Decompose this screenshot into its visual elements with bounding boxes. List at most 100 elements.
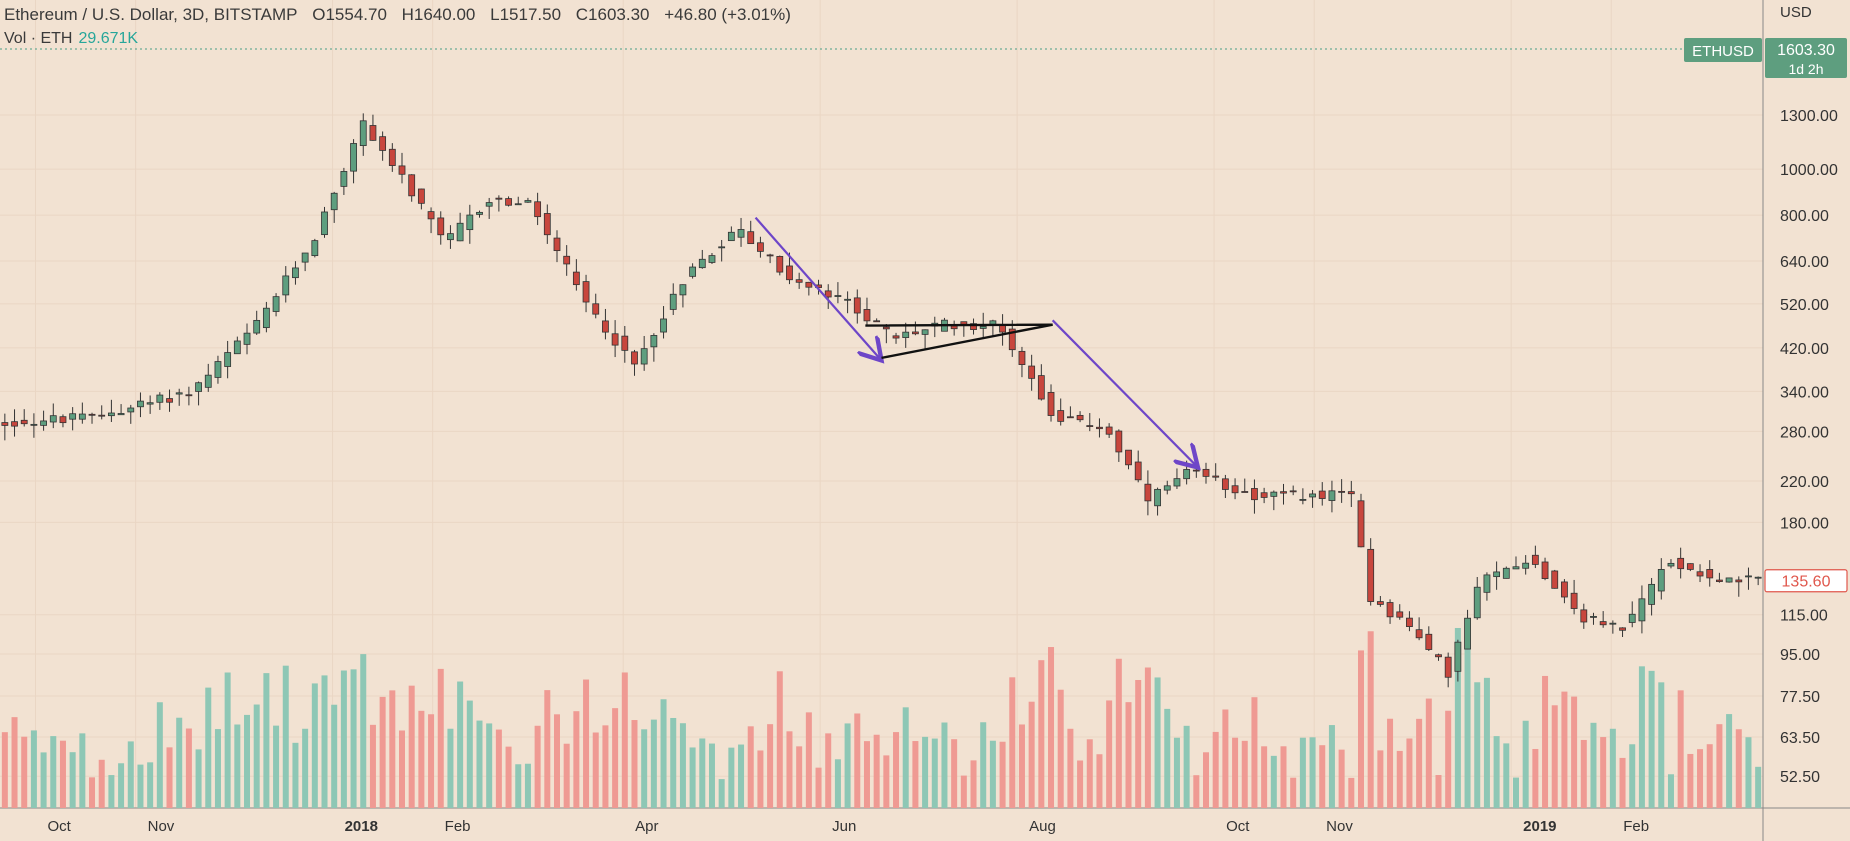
volume-bar-down [1600, 737, 1607, 808]
candle-up [718, 246, 726, 249]
volume-bar-down [1212, 731, 1219, 808]
volume-bar-down [960, 775, 967, 808]
candle-down [1144, 483, 1152, 502]
volume-bar-up [1648, 670, 1655, 808]
candle-down [1260, 492, 1268, 498]
candle-down [631, 351, 638, 365]
candle-down [1677, 557, 1685, 570]
volume-bar-up [108, 775, 115, 808]
price-tick-label: 280.00 [1780, 424, 1829, 441]
volume-bar-down [573, 711, 580, 808]
volume-bar-up [282, 665, 289, 808]
candle-up [1754, 576, 1762, 579]
candle-down [427, 211, 435, 220]
time-axis-label: Jun [832, 818, 856, 835]
candle-down [505, 198, 512, 206]
volume-bar-up [689, 747, 696, 808]
candle-down [1105, 426, 1113, 435]
ohlc-change: +46.80 (+3.01%) [664, 5, 791, 24]
volume-bar-up [331, 704, 338, 808]
candle-down [1541, 561, 1549, 579]
volume-bar-up [1173, 737, 1180, 808]
candle-up [40, 420, 47, 426]
volume-bar-up [1493, 736, 1500, 808]
candle-down [1425, 633, 1433, 650]
candle-down [379, 136, 387, 151]
volume-bar-down [1193, 775, 1200, 808]
volume-bar-down [21, 736, 28, 808]
price-tick-label: 1300.00 [1780, 108, 1838, 125]
volume-bar-up [650, 719, 657, 808]
volume-bar-down [1338, 749, 1345, 808]
volume-bar-up [302, 728, 309, 808]
price-tick-label: 340.00 [1780, 384, 1829, 401]
volume-bar-up [1638, 666, 1645, 808]
candle-up [340, 171, 348, 187]
volume-bar-down [1551, 705, 1558, 808]
volume-bar-down [379, 696, 386, 808]
volume-bar-down [59, 740, 66, 808]
candle-down [1338, 490, 1346, 493]
candle-down [1735, 579, 1743, 583]
volume-bar-down [1377, 750, 1384, 808]
trend-arrow [754, 216, 882, 361]
volume-bar-up [524, 763, 531, 808]
volume-bar-down [999, 741, 1006, 808]
volume-bar-down [825, 733, 832, 808]
candle-up [669, 293, 677, 310]
candle-down [1435, 654, 1442, 658]
volume-bar-up [1755, 766, 1762, 808]
volume-bar-down [1677, 690, 1684, 808]
volume-bar-up [1726, 714, 1733, 808]
candle-down [563, 255, 571, 265]
candle-up [485, 202, 493, 207]
volume-bar-up [360, 654, 367, 808]
volume-bar-up [156, 702, 163, 808]
marker-price-badge [1764, 569, 1848, 593]
volume-bar-down [1096, 754, 1103, 808]
candle-down [621, 335, 629, 351]
candle-down [853, 297, 861, 314]
volume-bar-down [1028, 701, 1035, 808]
candle-up [69, 413, 77, 420]
candle-down [892, 335, 900, 339]
volume-bar-down [621, 672, 628, 808]
volume-bar-down [1416, 718, 1423, 808]
candle-up [844, 298, 851, 301]
candle-up [1667, 562, 1675, 567]
candle-up [117, 413, 125, 416]
candle-up [292, 267, 299, 279]
volume-bar-down [1009, 677, 1016, 808]
candle-down [1696, 571, 1704, 577]
ohlc-close: C1603.30 [575, 5, 650, 24]
time-axis-label: Nov [1326, 818, 1353, 835]
candle-up [1473, 586, 1481, 619]
volume-bar-down [883, 755, 890, 808]
volume-bar-down [747, 726, 754, 808]
volume-bar-up [738, 744, 745, 808]
volume-bar-down [1125, 702, 1132, 808]
volume-bar-down [1542, 675, 1549, 808]
candle-down [1406, 617, 1413, 627]
volume-bar-down [1057, 689, 1064, 808]
candle-up [107, 412, 115, 417]
candle-up [1454, 641, 1462, 672]
volume-bar-up [1474, 682, 1481, 808]
candle-down [11, 421, 18, 427]
volume-bar-up [253, 704, 260, 808]
candle-down [757, 242, 764, 252]
volume-bar-down [1445, 710, 1452, 808]
candle-up [979, 326, 987, 329]
candle-up [708, 255, 716, 263]
candle-down [408, 174, 416, 197]
volume-bar-up [1503, 743, 1510, 808]
candle-up [679, 284, 687, 296]
triangle-pattern [865, 323, 1053, 360]
volume-bar-up [902, 707, 909, 808]
candle-up [175, 392, 183, 395]
volume-bar-down [1716, 724, 1723, 808]
volume-bar-up [176, 717, 183, 808]
volume-bar-up [224, 672, 231, 808]
candle-down [776, 256, 784, 273]
